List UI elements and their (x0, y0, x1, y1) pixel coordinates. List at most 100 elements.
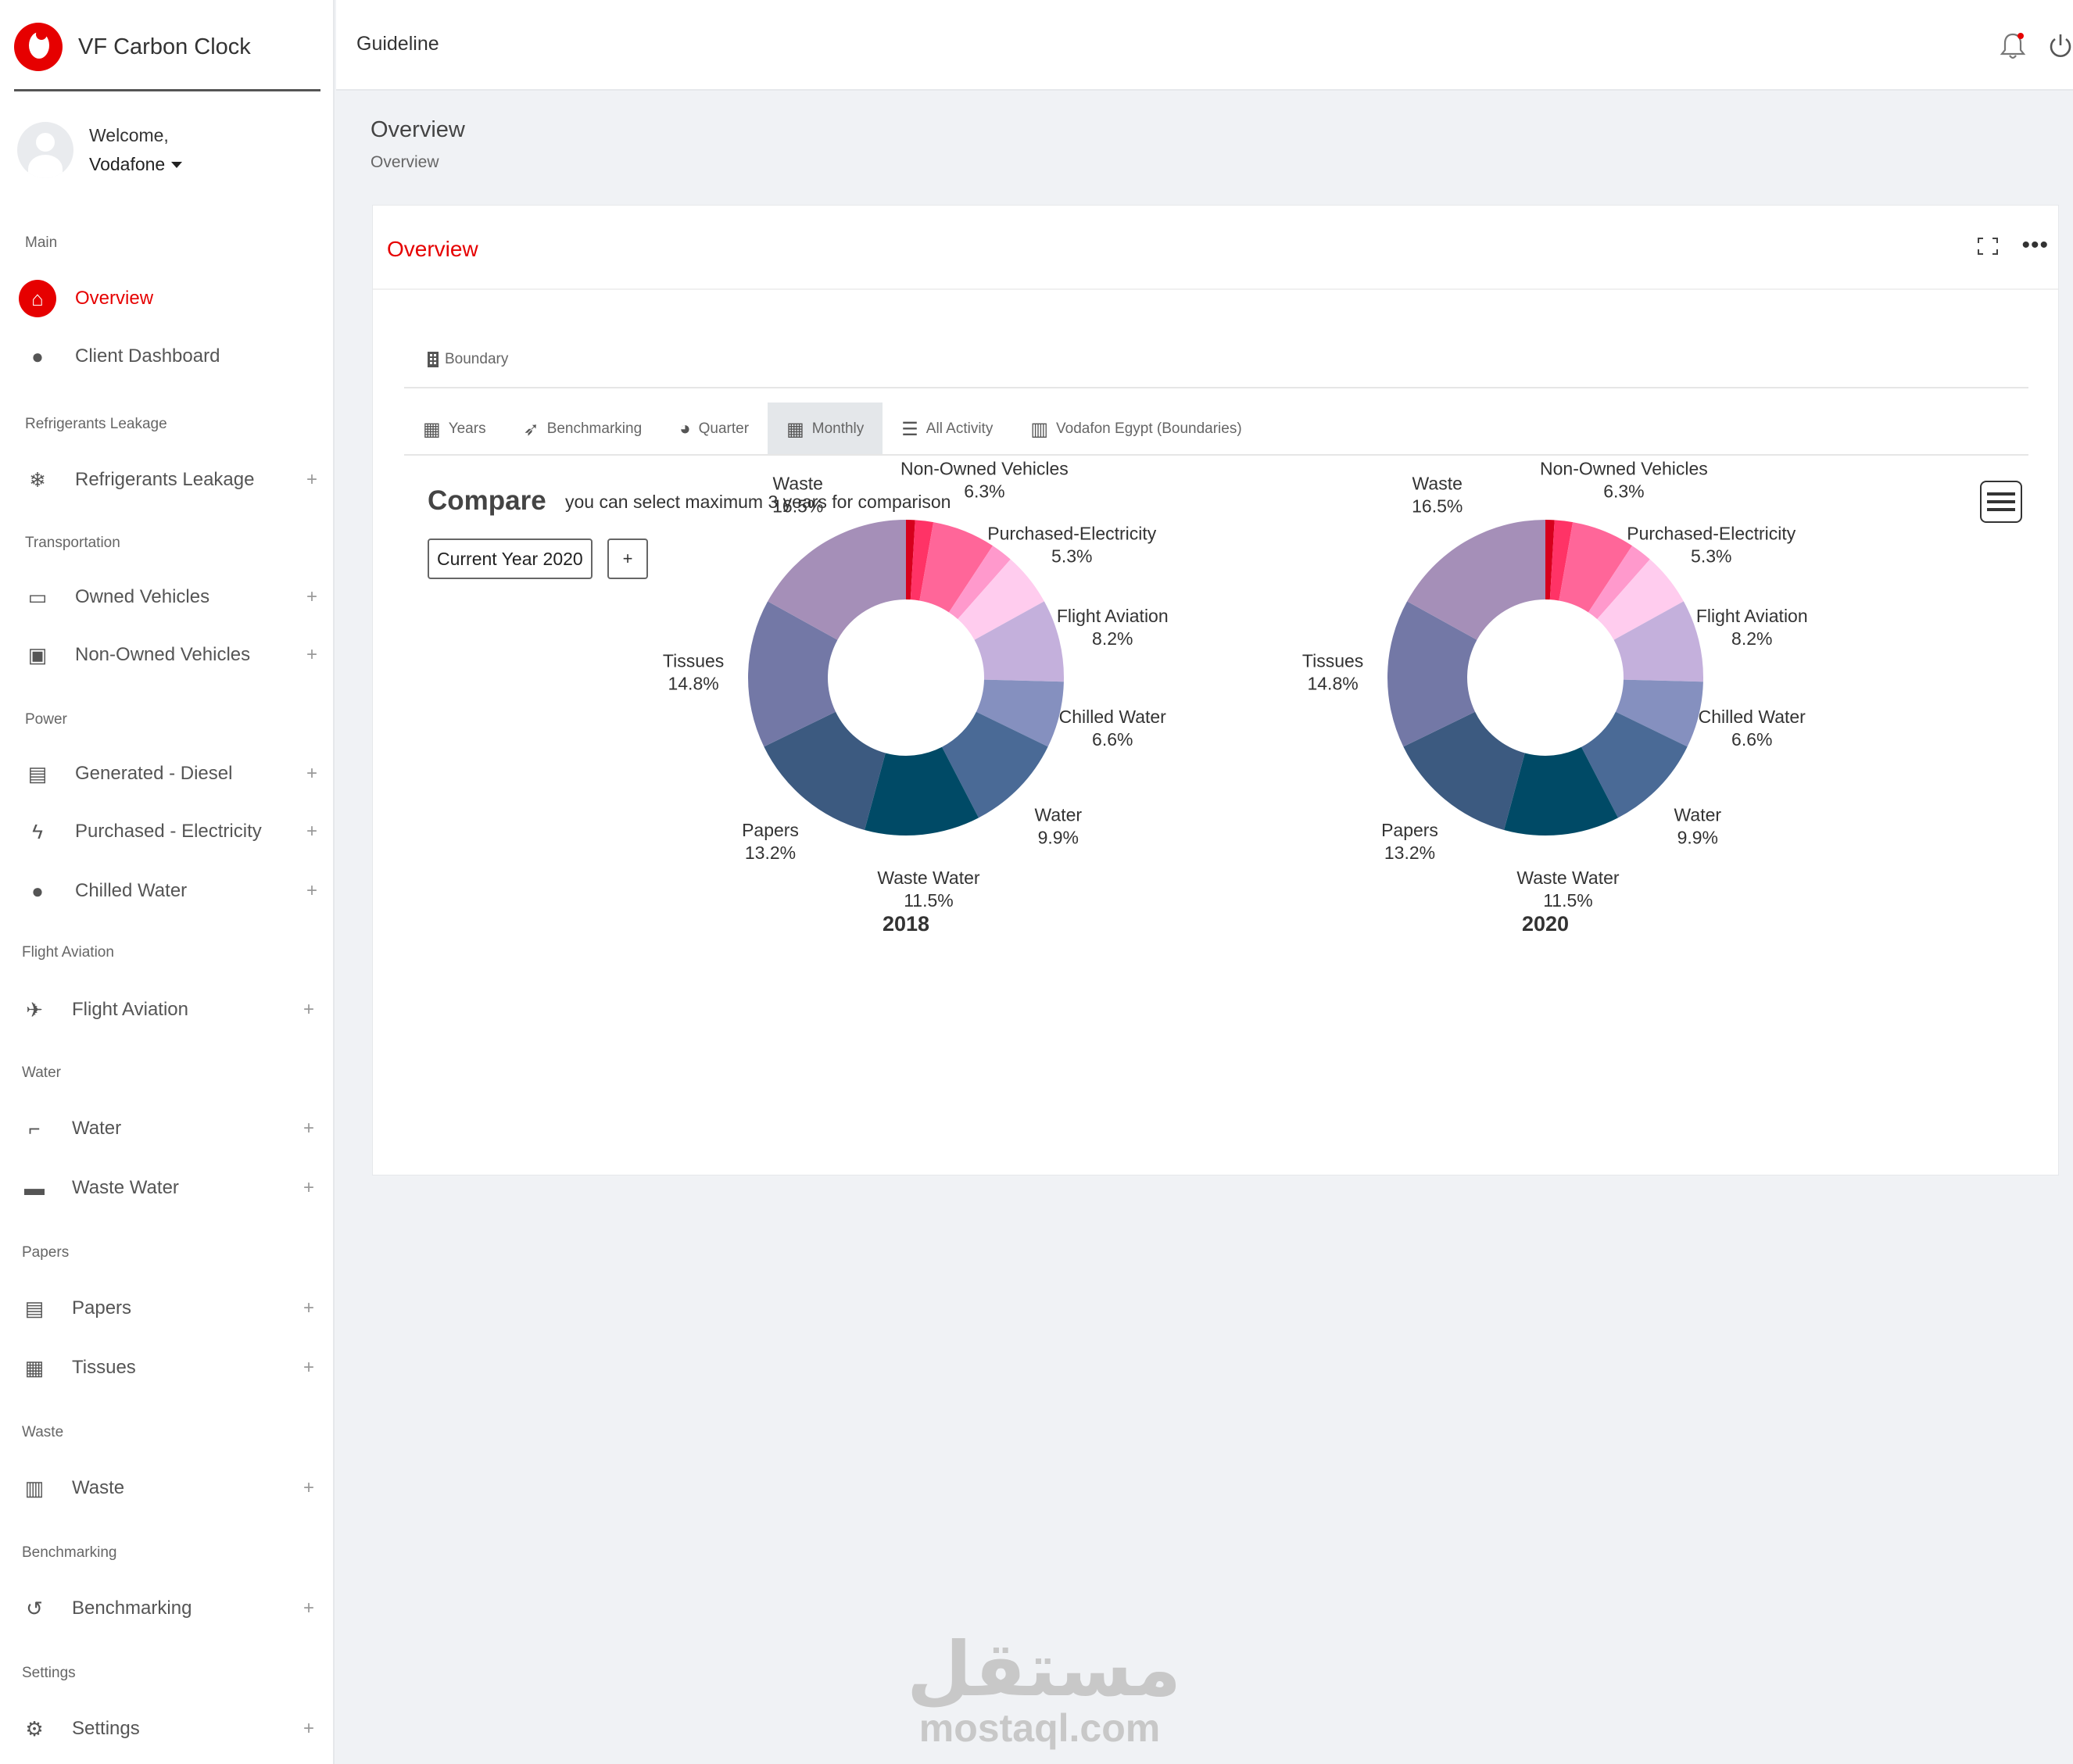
slice-purchased-electricity[interactable] (1597, 559, 1684, 640)
slice-waste[interactable] (768, 520, 906, 640)
user-menu[interactable]: Welcome, Vodafone (17, 122, 183, 178)
nav-section-label: Refrigerants Leakage (25, 416, 167, 432)
slice-papers[interactable] (764, 711, 886, 830)
chart-menu-button[interactable] (1980, 481, 2022, 523)
user-dropdown[interactable]: Vodafone (89, 154, 183, 175)
fullscreen-icon[interactable] (1977, 237, 1999, 261)
slice-papers[interactable] (1403, 711, 1525, 830)
power-icon[interactable] (2048, 33, 2073, 66)
card-header: Overview ••• (373, 206, 2058, 290)
tab-years[interactable]: ▦ Years (404, 403, 505, 456)
slice-label: Purchased-Electricity 5.3% (1627, 523, 1796, 566)
slice-tissues[interactable] (748, 601, 838, 747)
sidebar-item-label: Client Dashboard (75, 345, 220, 367)
sidebar-item-waste-water[interactable]: ▬ Waste Water + (16, 1165, 320, 1211)
sidebar-item-water[interactable]: ⌐ Water + (16, 1105, 320, 1152)
expand-plus-icon[interactable]: + (306, 821, 317, 842)
sidebar-item-purchased-electricity[interactable]: ϟ Purchased - Electricity + (19, 808, 324, 855)
slice-water[interactable] (1581, 711, 1688, 818)
tab-benchmarking[interactable]: ➶ Benchmarking (505, 403, 661, 456)
tab-label: Quarter (698, 420, 750, 437)
slice-chilled-water[interactable] (1615, 679, 1703, 747)
expand-plus-icon[interactable]: + (303, 1718, 314, 1739)
sidebar-item-chilled-water[interactable]: ● Chilled Water + (19, 868, 324, 914)
sidebar-item-label: Overview (75, 288, 154, 309)
slice-generated-diesel[interactable] (948, 546, 1011, 620)
nav-section-label: Papers (22, 1244, 70, 1261)
slice-label: Waste 16.5% (1412, 473, 1463, 516)
sidebar-item-owned-vehicles[interactable]: ▭ Owned Vehicles + (19, 574, 324, 621)
slice-owned-vehicles[interactable] (1549, 520, 1574, 601)
sidebar-item-client-dashboard[interactable]: ● Client Dashboard (19, 333, 324, 380)
expand-plus-icon[interactable]: + (306, 469, 317, 490)
expand-plus-icon[interactable]: + (303, 1297, 314, 1319)
slice-owned-vehicles[interactable] (910, 520, 934, 601)
slice-water[interactable] (942, 711, 1048, 818)
slice-non-owned-vehicles[interactable] (1559, 522, 1633, 613)
watermark-arabic: مستقل (907, 1626, 1182, 1713)
slice-non-owned-vehicles[interactable] (919, 522, 994, 613)
donut-chart-2018: Non-Owned Vehicles 6.3% Purchased-Electric… (663, 459, 1169, 936)
slice-refrigerants-leakage[interactable] (906, 520, 915, 600)
tab-vodafon-egypt-boundaries[interactable]: ▥ Vodafon Egypt (Boundaries) (1011, 403, 1260, 456)
tab-bar: ▦ Years ➶ Benchmarking ◕ Quarter ▦ Monthly ☰ All … (404, 403, 1261, 456)
tab-all-activity[interactable]: ☰ All Activity (883, 403, 1011, 456)
sidebar-item-tissues[interactable]: ▦ Tissues + (16, 1344, 320, 1391)
boundary-selector[interactable]: Boundary (426, 351, 508, 368)
add-year-button[interactable]: + (607, 539, 648, 579)
sidebar-item-overview[interactable]: ⌂ Overview (19, 275, 324, 322)
slice-chilled-water[interactable] (976, 679, 1064, 747)
brand[interactable]: VF Carbon Clock (14, 22, 251, 72)
expand-plus-icon[interactable]: + (303, 1118, 314, 1139)
sidebar-item-non-owned-vehicles[interactable]: ▣ Non-Owned Vehicles + (19, 632, 324, 678)
slice-generated-diesel[interactable] (1588, 546, 1650, 620)
tab-monthly[interactable]: ▦ Monthly (768, 403, 883, 456)
tab-quarter[interactable]: ◕ Quarter (661, 403, 768, 456)
sidebar-item-label: Chilled Water (75, 880, 188, 901)
slice-flight-aviation[interactable] (974, 601, 1064, 682)
building-icon (428, 352, 439, 367)
slice-waste-water[interactable] (865, 746, 979, 835)
expand-plus-icon[interactable]: + (306, 644, 317, 665)
slice-refrigerants-leakage[interactable] (1545, 520, 1555, 600)
sidebar-item-waste[interactable]: ▥ Waste + (16, 1465, 320, 1512)
slice-purchased-electricity[interactable] (958, 559, 1044, 640)
expand-plus-icon[interactable]: + (303, 1598, 314, 1619)
expand-plus-icon[interactable]: + (303, 1477, 314, 1498)
sidebar-item-settings[interactable]: ⚙ Settings + (16, 1705, 320, 1752)
sidebar-item-papers[interactable]: ▤ Papers + (16, 1285, 320, 1332)
slice-flight-aviation[interactable] (1613, 601, 1703, 682)
expand-plus-icon[interactable]: + (303, 999, 314, 1020)
slice-waste-water[interactable] (1504, 746, 1618, 835)
rocket-icon: ➶ (523, 418, 539, 440)
history-icon: ↺ (26, 1596, 43, 1620)
slice-waste[interactable] (1407, 520, 1545, 640)
slice-tissues[interactable] (1387, 601, 1477, 747)
sidebar-item-flight-aviation[interactable]: ✈ Flight Aviation + (16, 986, 320, 1033)
watermark: مستقل mostaql.com (907, 1626, 1182, 1751)
nav-section-label: Power (25, 711, 67, 728)
sidebar-item-benchmarking[interactable]: ↺ Benchmarking + (16, 1585, 320, 1632)
expand-plus-icon[interactable]: + (303, 1177, 314, 1198)
sidebar-item-generated-diesel[interactable]: ▤ Generated - Diesel + (19, 750, 324, 797)
sidebar-item-label: Papers (72, 1297, 132, 1319)
more-options-icon[interactable]: ••• (2021, 232, 2049, 258)
slice-label: Flight Aviation 8.2% (1057, 606, 1169, 649)
shower-icon: ⌐ (28, 1116, 41, 1140)
vodafone-logo-icon (14, 23, 63, 71)
calendar-icon: ▦ (423, 418, 441, 440)
slice-label: Waste Water 11.5% (877, 868, 980, 911)
sidebar-item-refrigerants-leakage[interactable]: ❄ Refrigerants Leakage + (19, 456, 324, 503)
slice-label: Non-Owned Vehicles 6.3% (900, 459, 1069, 502)
tab-label: All Activity (926, 420, 994, 437)
notification-bell-icon[interactable] (2000, 31, 2026, 67)
expand-plus-icon[interactable]: + (306, 763, 317, 784)
boundary-divider (404, 387, 2028, 388)
sidebar-item-label: Water (72, 1118, 122, 1139)
breadcrumb[interactable]: Overview (371, 153, 439, 171)
current-year-button[interactable]: Current Year 2020 (428, 539, 593, 579)
expand-plus-icon[interactable]: + (303, 1357, 314, 1378)
expand-plus-icon[interactable]: + (306, 880, 317, 901)
expand-plus-icon[interactable]: + (306, 586, 317, 607)
sidebar: VF Carbon Clock Welcome, Vodafone Main ⌂ O… (0, 0, 335, 1764)
